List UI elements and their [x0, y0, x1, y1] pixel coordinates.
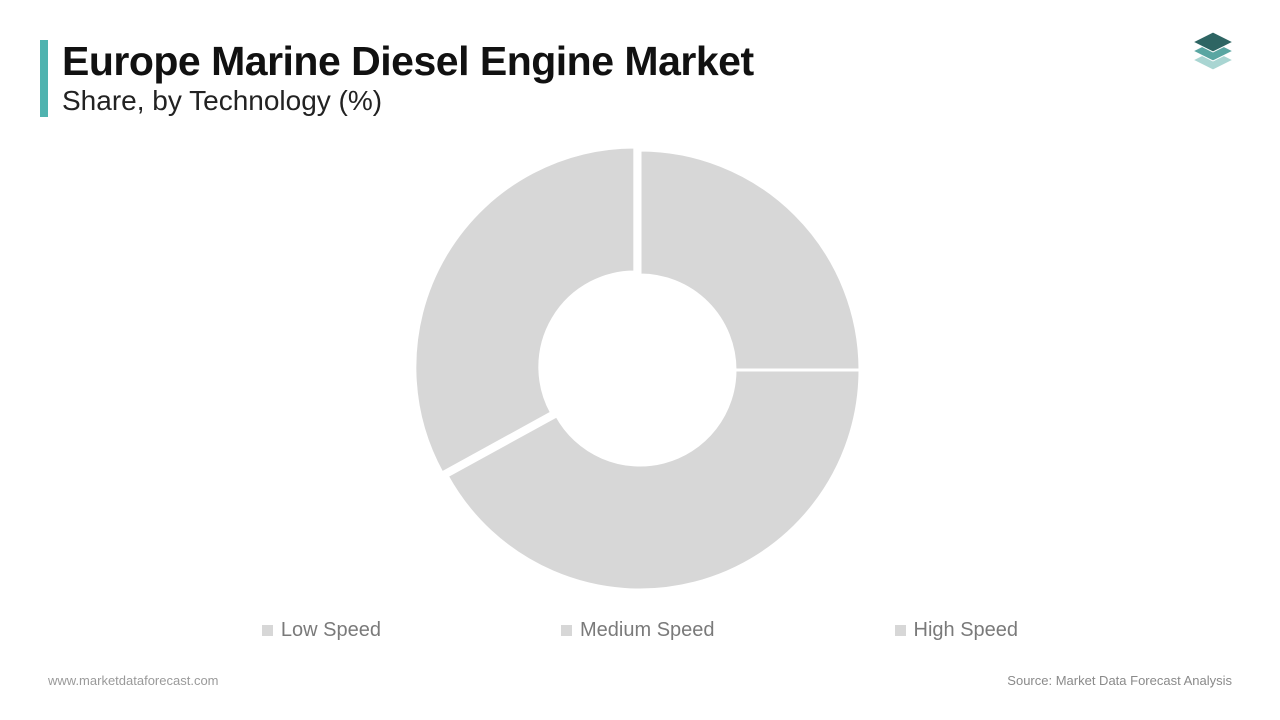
donut-slice — [640, 150, 860, 370]
donut-chart — [0, 140, 1280, 600]
donut-slice — [415, 147, 635, 473]
legend-label: Medium Speed — [580, 619, 715, 642]
brand-logo-icon — [1186, 30, 1240, 89]
footer-source: Source: Market Data Forecast Analysis — [1007, 673, 1232, 688]
legend-swatch-icon — [561, 625, 572, 636]
legend-swatch-icon — [262, 625, 273, 636]
legend-label: High Speed — [914, 619, 1019, 642]
legend-item-low-speed: Low Speed — [262, 619, 381, 642]
accent-bar — [40, 40, 48, 117]
legend-item-high-speed: High Speed — [895, 619, 1019, 642]
legend-swatch-icon — [895, 625, 906, 636]
legend-item-medium-speed: Medium Speed — [561, 619, 715, 642]
legend-label: Low Speed — [281, 619, 381, 642]
title-block: Europe Marine Diesel Engine Market Share… — [62, 40, 754, 117]
legend: Low Speed Medium Speed High Speed — [0, 619, 1280, 642]
header: Europe Marine Diesel Engine Market Share… — [40, 40, 754, 117]
page-subtitle: Share, by Technology (%) — [62, 85, 754, 117]
page-title: Europe Marine Diesel Engine Market — [62, 40, 754, 83]
footer-url: www.marketdataforecast.com — [48, 673, 219, 688]
